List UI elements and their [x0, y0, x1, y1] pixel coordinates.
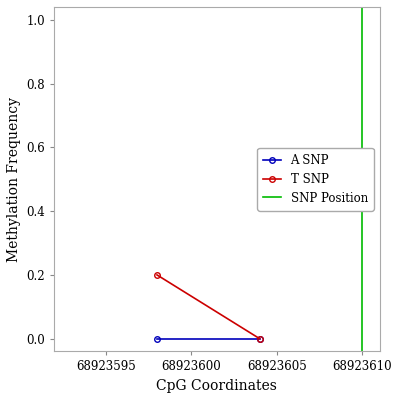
Line: A SNP: A SNP — [154, 336, 262, 342]
X-axis label: CpG Coordinates: CpG Coordinates — [156, 379, 277, 393]
A SNP — [154, 336, 159, 341]
T SNP — [154, 272, 159, 277]
Y-axis label: Methylation Frequency: Methylation Frequency — [7, 97, 21, 262]
T SNP — [257, 336, 262, 341]
A SNP — [257, 336, 262, 341]
Line: T SNP: T SNP — [154, 272, 262, 342]
Legend: A SNP, T SNP, SNP Position: A SNP, T SNP, SNP Position — [258, 148, 374, 210]
